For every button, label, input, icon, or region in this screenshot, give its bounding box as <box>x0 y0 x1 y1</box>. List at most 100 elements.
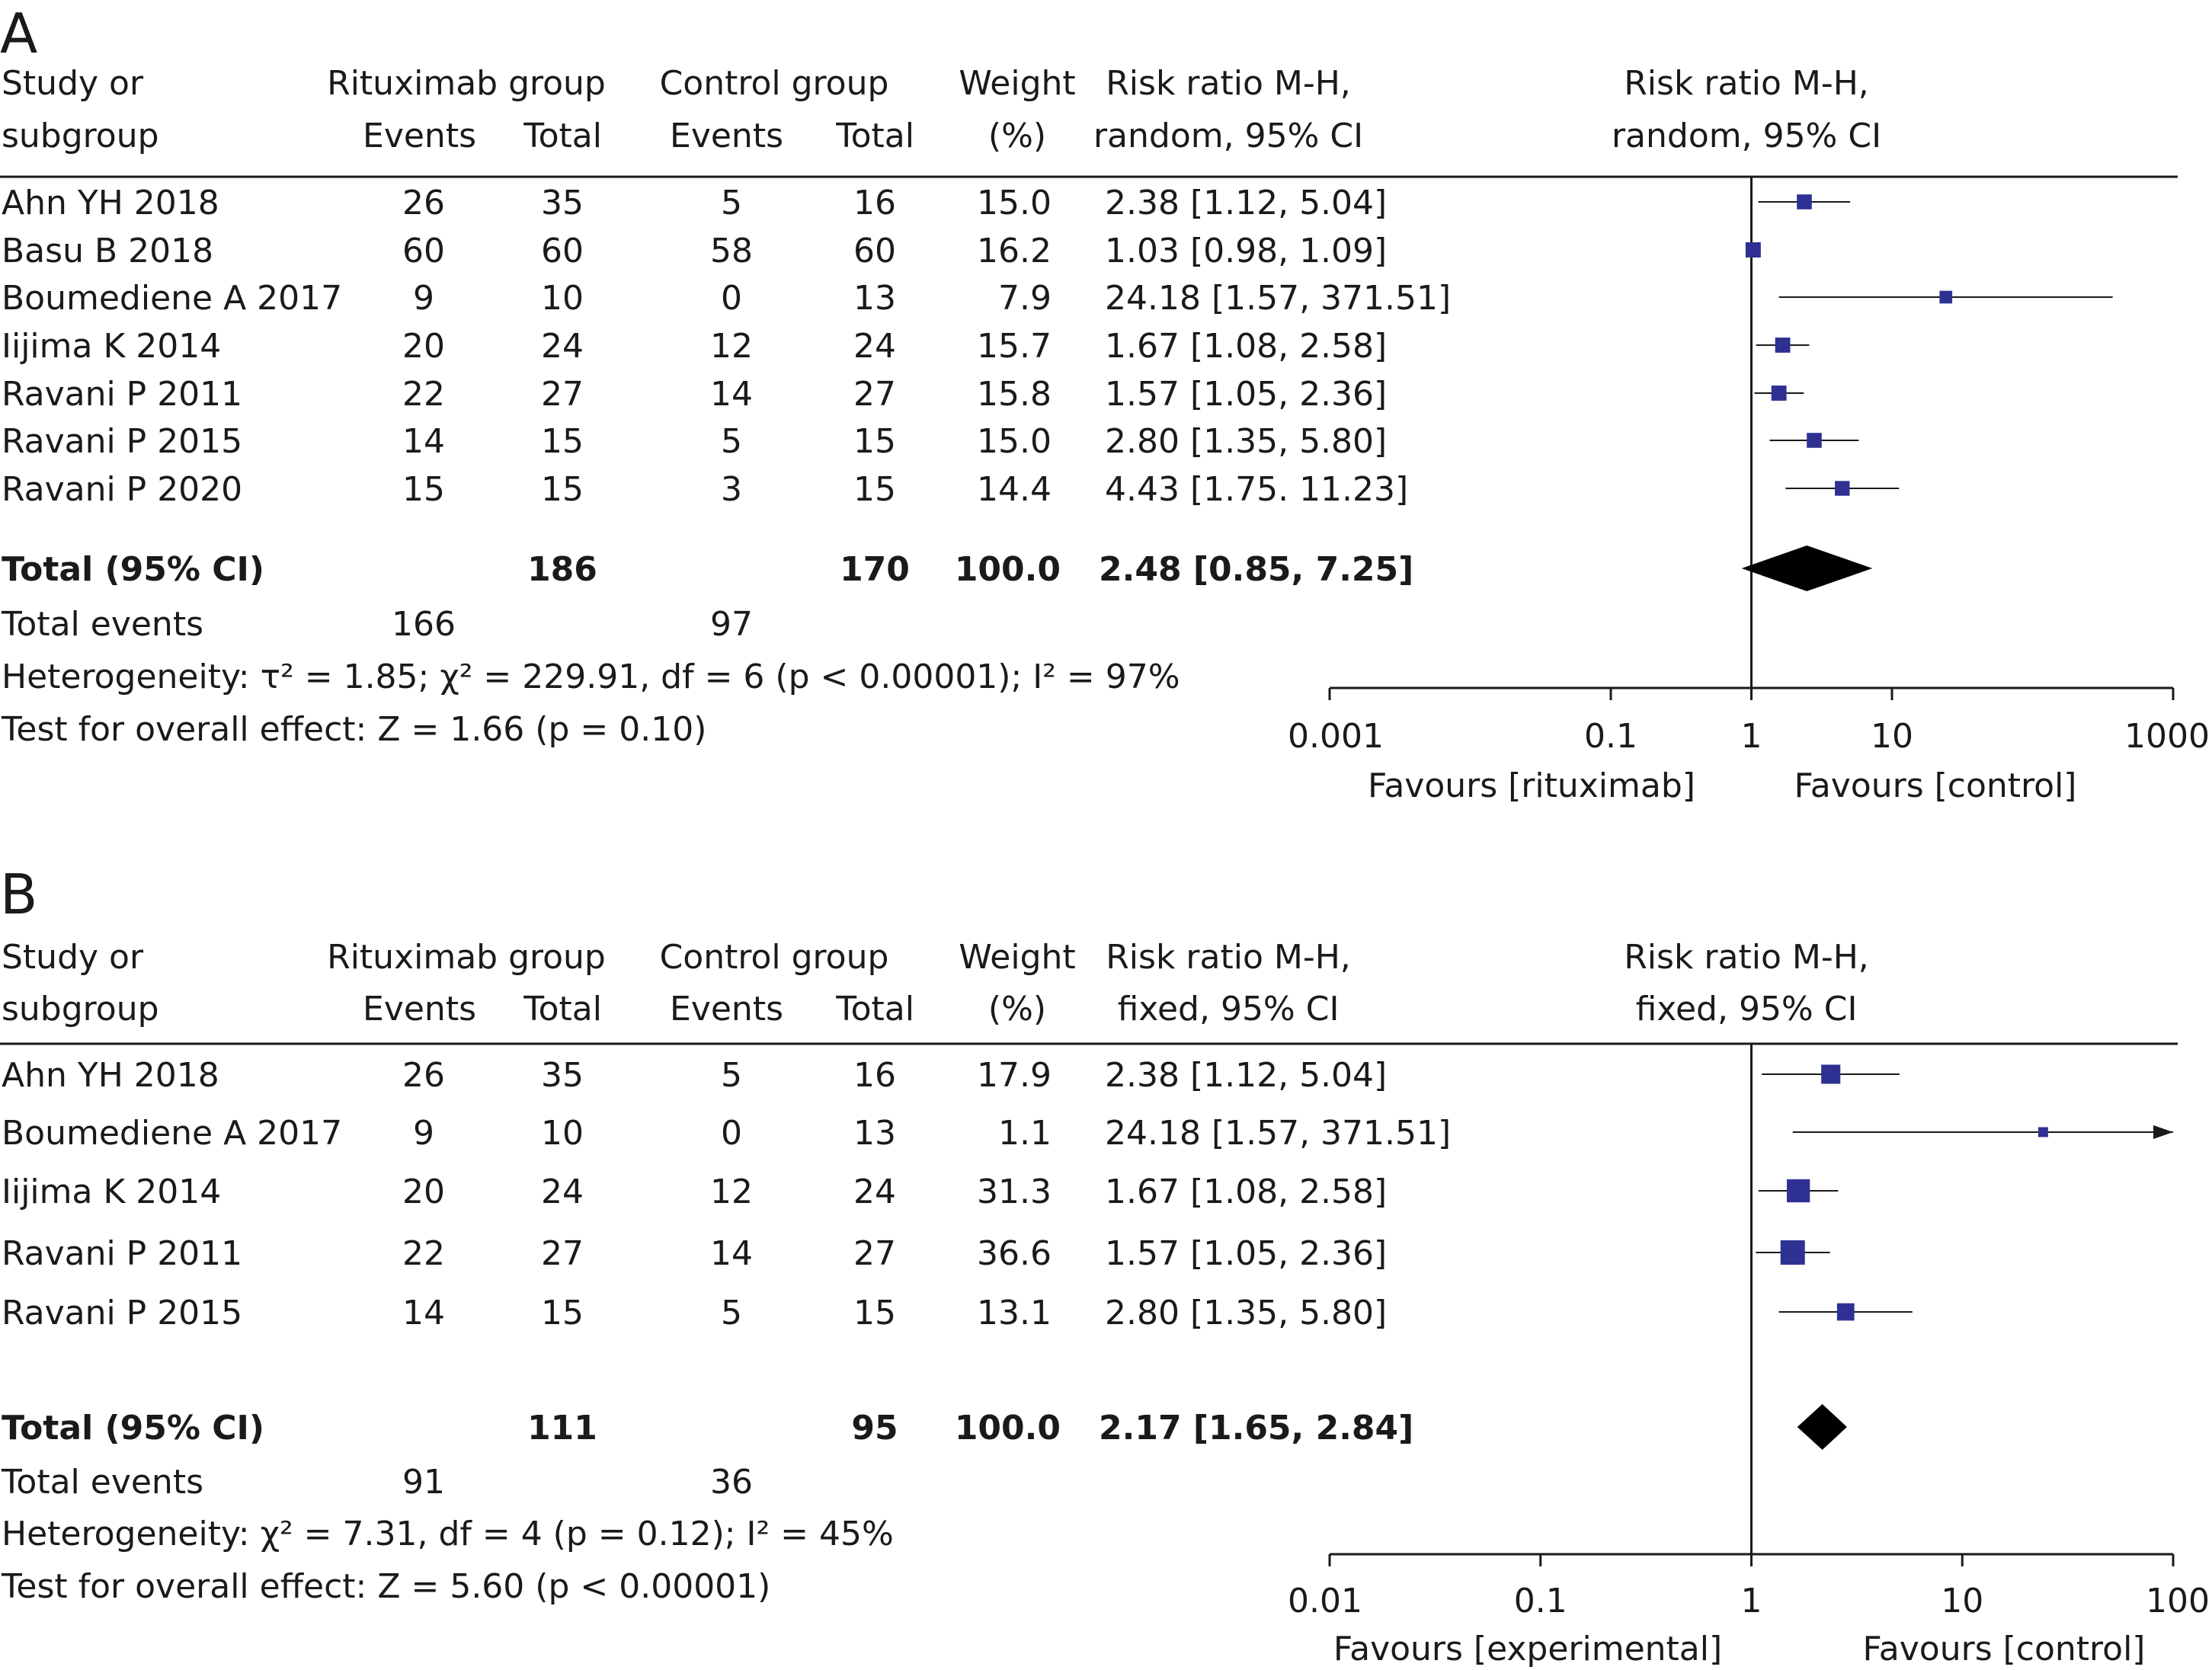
header-control-events: Events <box>670 117 783 155</box>
rituximab-events: 14 <box>402 1294 445 1332</box>
rituximab-events: 15 <box>402 470 445 509</box>
total-events-control: 97 <box>710 605 753 644</box>
header-control-total: Total <box>836 990 914 1029</box>
panel-label: B <box>0 862 38 926</box>
rituximab-total: 10 <box>541 279 584 318</box>
control-total: 13 <box>853 279 896 318</box>
risk-ratio-ci: 1.57 [1.05, 2.36] <box>1105 1234 1388 1273</box>
control-total: 60 <box>853 232 896 270</box>
favours-left-label: Favours [experimental] <box>1333 1630 1723 1668</box>
control-total: 24 <box>853 327 896 366</box>
rituximab-total: 27 <box>541 375 584 414</box>
x-tick-label: 0.001 <box>1288 717 1384 756</box>
weight-value: 15.0 <box>977 422 1052 461</box>
overall-effect-text: Test for overall effect: Z = 5.60 (p < 0… <box>2 1567 771 1606</box>
control-total: 13 <box>853 1114 896 1153</box>
header-rituximab-events: Events <box>363 117 476 155</box>
header-subgroup: subgroup <box>2 117 159 155</box>
study-name: Ahn YH 2018 <box>2 184 219 222</box>
rituximab-total: 15 <box>541 470 584 509</box>
x-tick-label: 0.01 <box>1288 1582 1362 1620</box>
heterogeneity-text: Heterogeneity: τ² = 1.85; χ² = 229.91, d… <box>2 657 1180 696</box>
risk-ratio-ci: 1.67 [1.08, 2.58] <box>1105 327 1388 366</box>
study-marker <box>1780 1240 1805 1265</box>
weight-value: 1.1 <box>998 1114 1052 1153</box>
rituximab-events: 20 <box>402 327 445 366</box>
total-risk-ratio-ci: 2.48 [0.85, 7.25] <box>1099 550 1414 589</box>
study-name: Boumediene A 2017 <box>2 1114 343 1153</box>
risk-ratio-ci: 24.18 [1.57, 371.51] <box>1105 279 1452 318</box>
study-marker <box>1745 242 1761 258</box>
rituximab-total: 35 <box>541 1056 584 1095</box>
study-marker <box>1787 1179 1810 1203</box>
risk-ratio-ci: 4.43 [1.75. 11.23] <box>1105 470 1409 509</box>
rituximab-total: 24 <box>541 1173 584 1211</box>
favours-right-label: Favours [control] <box>1862 1630 2146 1668</box>
control-total: 15 <box>853 1294 896 1332</box>
favours-left-label: Favours [rituximab] <box>1368 766 1695 805</box>
rituximab-events: 14 <box>402 422 445 461</box>
header-rituximab-total: Total <box>523 990 602 1029</box>
control-events: 58 <box>710 232 753 270</box>
control-total: 15 <box>853 422 896 461</box>
control-events: 3 <box>721 470 742 509</box>
heterogeneity-text: Heterogeneity: χ² = 7.31, df = 4 (p = 0.… <box>2 1515 894 1553</box>
control-events: 5 <box>721 184 742 222</box>
weight-value: 13.1 <box>977 1294 1052 1332</box>
control-total: 27 <box>853 1234 896 1273</box>
rituximab-total: 27 <box>541 1234 584 1273</box>
control-total: 24 <box>853 1173 896 1211</box>
overall-effect-text: Test for overall effect: Z = 1.66 (p = 0… <box>2 710 707 749</box>
header-plot-method: fixed, 95% CI <box>1635 990 1858 1029</box>
risk-ratio-ci: 2.38 [1.12, 5.04] <box>1105 184 1388 222</box>
total-control: 170 <box>840 550 910 589</box>
header-rituximab-total: Total <box>523 117 602 155</box>
header-rituximab-events: Events <box>363 990 476 1029</box>
x-tick-label: 0.1 <box>1584 717 1637 756</box>
total-rituximab: 111 <box>527 1409 597 1448</box>
study-name: Ravani P 2020 <box>2 470 243 509</box>
rituximab-total: 24 <box>541 327 584 366</box>
weight-value: 17.9 <box>977 1056 1052 1095</box>
total-risk-ratio-ci: 2.17 [1.65, 2.84] <box>1099 1409 1414 1448</box>
study-marker <box>1797 194 1812 210</box>
risk-ratio-ci: 1.67 [1.08, 2.58] <box>1105 1173 1388 1211</box>
study-name: Ravani P 2015 <box>2 422 243 461</box>
risk-ratio-ci: 2.80 [1.35, 5.80] <box>1105 1294 1388 1332</box>
rituximab-events: 22 <box>402 1234 445 1273</box>
risk-ratio-ci: 2.38 [1.12, 5.04] <box>1105 1056 1388 1095</box>
header-risk-ratio-method: random, 95% CI <box>1093 117 1364 155</box>
rituximab-total: 15 <box>541 1294 584 1332</box>
header-rituximab-group: Rituximab group <box>327 64 606 103</box>
control-total: 15 <box>853 470 896 509</box>
header-risk-ratio: Risk ratio M-H, <box>1106 64 1351 103</box>
rituximab-events: 9 <box>413 279 434 318</box>
study-name: Iijima K 2014 <box>2 1173 222 1211</box>
header-risk-ratio-method: fixed, 95% CI <box>1117 990 1340 1029</box>
study-name: Ravani P 2015 <box>2 1294 243 1332</box>
header-plot-risk-ratio: Risk ratio M-H, <box>1624 64 1869 103</box>
rituximab-total: 15 <box>541 422 584 461</box>
rituximab-total: 35 <box>541 184 584 222</box>
header-rituximab-group: Rituximab group <box>327 938 606 977</box>
rituximab-events: 9 <box>413 1114 434 1153</box>
control-total: 27 <box>853 375 896 414</box>
x-tick-label: 10 <box>1941 1582 1984 1620</box>
total-events-rituximab: 91 <box>402 1463 445 1502</box>
rituximab-events: 20 <box>402 1173 445 1211</box>
favours-right-label: Favours [control] <box>1794 766 2077 805</box>
header-weight: Weight <box>959 64 1076 103</box>
control-events: 0 <box>721 1114 742 1153</box>
study-name: Boumediene A 2017 <box>2 279 343 318</box>
total-events-rituximab: 166 <box>392 605 456 644</box>
total-events-control: 36 <box>710 1463 753 1502</box>
total-weight: 100.0 <box>954 1409 1061 1448</box>
header-risk-ratio: Risk ratio M-H, <box>1106 938 1351 977</box>
control-events: 5 <box>721 1056 742 1095</box>
weight-value: 15.8 <box>977 375 1052 414</box>
header-weight: Weight <box>959 938 1076 977</box>
study-marker <box>1771 386 1787 401</box>
risk-ratio-ci: 2.80 [1.35, 5.80] <box>1105 422 1388 461</box>
x-tick-label: 10 <box>1871 717 1913 756</box>
